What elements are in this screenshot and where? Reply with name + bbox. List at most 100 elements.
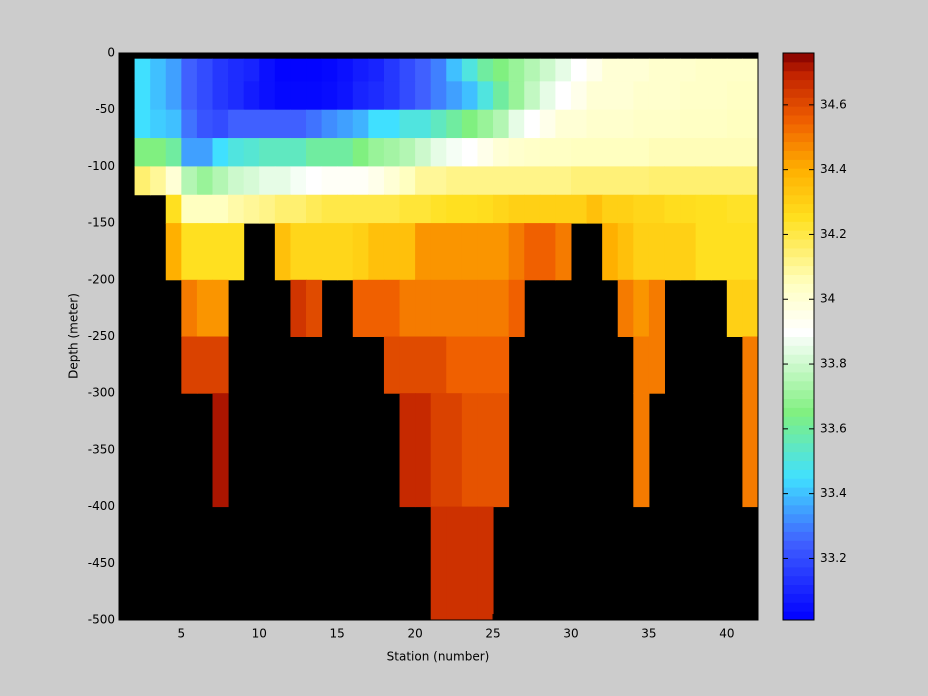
cell	[321, 194, 338, 224]
y-axis-label: Depth (meter)	[67, 293, 81, 379]
cell	[648, 166, 665, 196]
cell	[617, 138, 634, 167]
cell	[664, 166, 681, 196]
cell	[196, 166, 214, 196]
colorbar-step	[783, 336, 814, 346]
cell	[695, 223, 712, 281]
cell	[461, 58, 478, 82]
cell	[306, 223, 323, 281]
cell	[352, 279, 369, 337]
cell	[196, 336, 214, 394]
cell	[306, 58, 323, 82]
cell	[539, 58, 556, 82]
cell	[212, 109, 229, 139]
cell	[539, 223, 556, 281]
cell	[415, 279, 432, 337]
colorbar-step	[783, 575, 814, 586]
cell	[165, 109, 182, 139]
cell	[368, 194, 385, 224]
cell	[570, 194, 588, 224]
cell	[493, 109, 510, 139]
x-tick-label: 30	[563, 627, 578, 641]
cell	[648, 138, 665, 167]
cell	[196, 194, 214, 224]
cell	[399, 194, 416, 224]
cell	[150, 166, 167, 196]
cell	[446, 506, 463, 621]
cell	[212, 279, 229, 337]
cell	[461, 393, 478, 508]
colorbar-step	[783, 531, 814, 541]
cell	[150, 138, 167, 167]
cell	[477, 138, 494, 167]
cell	[399, 223, 416, 281]
colorbar-tick-label: 33.8	[820, 357, 847, 371]
colorbar-step	[783, 557, 814, 568]
cell	[290, 81, 307, 111]
colorbar-step	[783, 354, 814, 364]
cell	[415, 393, 432, 508]
colorbar-step	[783, 230, 814, 240]
colorbar-step	[783, 540, 814, 550]
cell	[633, 223, 650, 281]
cell	[321, 81, 338, 111]
cell	[430, 109, 447, 139]
colorbar-step	[783, 549, 814, 559]
cell	[524, 223, 541, 281]
cell	[711, 138, 728, 167]
cell	[446, 194, 463, 224]
cell	[539, 109, 556, 139]
cell	[399, 138, 416, 167]
cell	[726, 81, 743, 111]
colorbar-step	[783, 495, 814, 506]
cell	[477, 279, 494, 337]
cell	[742, 223, 759, 281]
cell	[321, 138, 338, 167]
y-tick-label: -350	[88, 442, 115, 456]
cell	[383, 194, 401, 224]
cell	[321, 166, 338, 196]
cell	[508, 58, 525, 82]
cell	[274, 166, 291, 196]
cell	[461, 81, 478, 111]
colorbar-step	[783, 487, 814, 497]
colorbar-step	[783, 123, 814, 134]
cell	[664, 109, 681, 139]
cell	[711, 81, 728, 111]
cell	[695, 81, 712, 111]
cell	[134, 81, 151, 111]
cell	[165, 194, 182, 224]
y-tick-label: 0	[107, 46, 115, 60]
cell	[337, 109, 354, 139]
cell	[493, 166, 510, 196]
colorbar-step	[783, 247, 814, 258]
cell	[337, 194, 354, 224]
cell	[617, 194, 634, 224]
cell	[555, 81, 572, 111]
cell	[337, 58, 354, 82]
cell	[243, 166, 260, 196]
cell	[337, 223, 354, 281]
cell	[306, 166, 323, 196]
cell	[508, 81, 525, 111]
cell	[664, 138, 681, 167]
cell	[477, 223, 494, 281]
cell	[399, 279, 416, 337]
cell	[415, 109, 432, 139]
cell	[726, 109, 743, 139]
y-tick-label: -100	[88, 159, 115, 173]
cell	[586, 109, 603, 139]
cell	[368, 166, 385, 196]
cell	[633, 279, 650, 337]
cell	[477, 336, 494, 394]
colorbar-step	[783, 566, 814, 577]
cell	[633, 194, 650, 224]
cell	[508, 194, 525, 224]
cell	[680, 81, 697, 111]
cell	[602, 58, 619, 82]
cell	[617, 223, 634, 281]
colorbar-step	[783, 425, 814, 435]
cell	[742, 81, 759, 111]
colorbar-step	[783, 106, 814, 116]
cell	[165, 58, 182, 82]
